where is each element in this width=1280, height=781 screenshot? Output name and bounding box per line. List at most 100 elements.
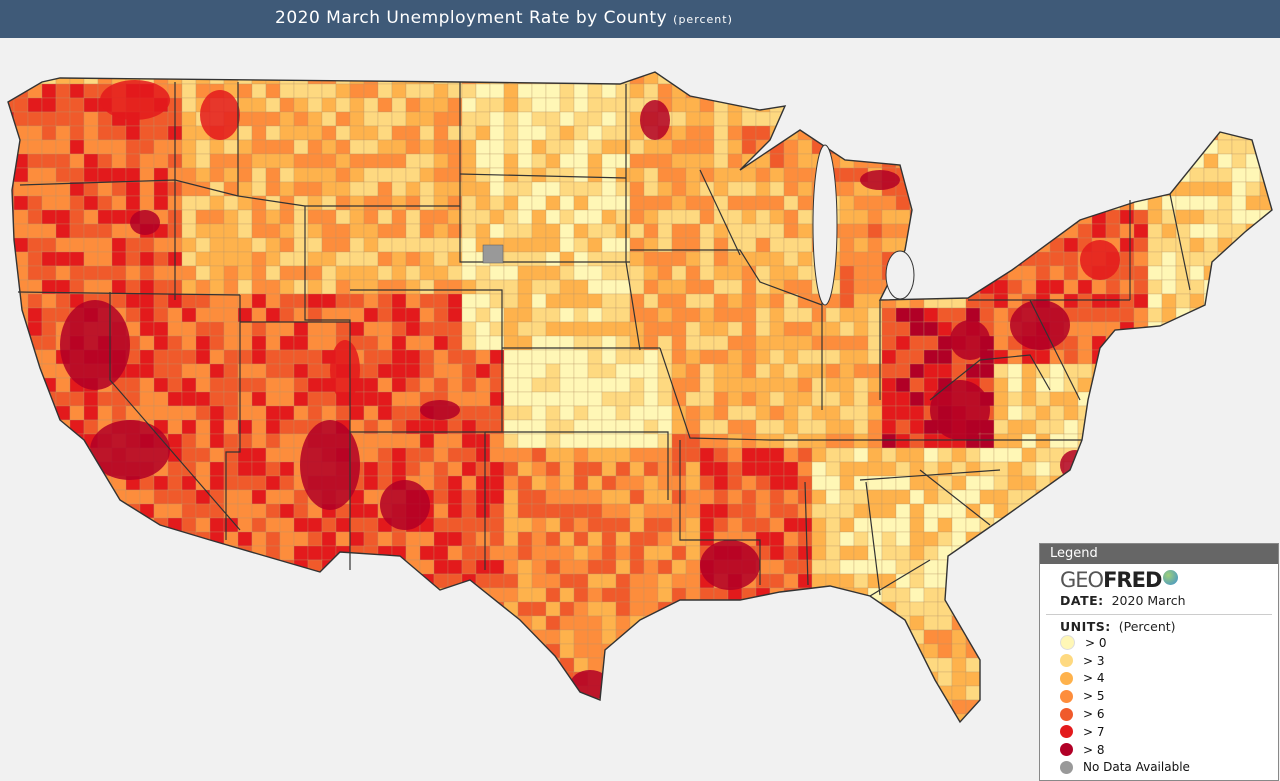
county-cell (587, 629, 603, 645)
legend-item[interactable]: > 3 (1060, 652, 1190, 670)
county-cell (391, 223, 407, 239)
county-cell (167, 643, 183, 659)
county-cell (475, 475, 491, 491)
county-cell (223, 433, 239, 449)
county-cell (377, 377, 393, 393)
county-cell (797, 629, 813, 645)
county-cell (853, 531, 869, 547)
county-cell (727, 699, 743, 715)
county-cell (1021, 587, 1037, 603)
legend-item[interactable]: > 0 (1060, 634, 1190, 652)
county-cell (321, 629, 337, 645)
county-cell (602, 728, 616, 742)
county-cell (755, 685, 771, 701)
county-cell (153, 629, 169, 645)
county-cell (531, 573, 547, 589)
county-cell (1021, 573, 1037, 589)
county-cell (307, 195, 323, 211)
county-cell (55, 125, 71, 141)
legend-item[interactable]: > 8 (1060, 741, 1190, 759)
county-cell (671, 181, 687, 197)
county-cell (657, 377, 673, 393)
county-cell (713, 209, 729, 225)
county-cell (965, 195, 981, 211)
county-cell (8, 461, 15, 477)
county-cell (265, 153, 281, 169)
county-cell (1133, 489, 1149, 505)
county-cell (503, 237, 519, 253)
legend-item[interactable]: > 6 (1060, 705, 1190, 723)
county-cell (13, 181, 29, 197)
county-cell (1274, 70, 1280, 84)
county-cell (181, 72, 197, 85)
county-cell (41, 307, 57, 323)
county-cell (335, 657, 351, 673)
county-cell (1175, 391, 1191, 407)
county-cell (755, 475, 771, 491)
county-cell (517, 447, 533, 463)
county-cell (853, 503, 869, 519)
county-cell (209, 517, 225, 533)
county-cell (209, 713, 225, 722)
county-cell (629, 587, 645, 603)
county-cell (1035, 349, 1051, 365)
county-cell (587, 97, 603, 113)
county-cell (979, 615, 995, 631)
legend-item[interactable]: No Data Available (1060, 759, 1190, 777)
county-cell (1147, 97, 1163, 113)
county-cell (377, 307, 393, 323)
county-cell (237, 223, 253, 239)
county-cell (993, 209, 1009, 225)
county-cell (167, 671, 183, 687)
county-cell (643, 293, 659, 309)
county-cell (181, 629, 197, 645)
county-cell (279, 433, 295, 449)
county-cell (993, 461, 1009, 477)
county-cell (489, 713, 505, 722)
county-cell (587, 349, 603, 365)
legend-item[interactable]: > 5 (1060, 687, 1190, 705)
county-cell (895, 713, 911, 722)
county-cell (1217, 377, 1233, 393)
county-cell (433, 223, 449, 239)
county-cell (881, 237, 897, 253)
county-cell (83, 685, 99, 701)
county-cell (1274, 490, 1280, 504)
county-cell (489, 111, 505, 127)
county-cell (433, 167, 449, 183)
county-cell (531, 377, 547, 393)
county-cell (881, 643, 897, 659)
county-cell (685, 321, 701, 337)
county-cell (475, 545, 491, 561)
county-cell (685, 629, 701, 645)
county-cell (853, 391, 869, 407)
us-county-choropleth-map[interactable] (0, 40, 1280, 781)
county-cell (713, 629, 729, 645)
county-cell (41, 433, 57, 449)
county-cell (1259, 377, 1272, 393)
county-cell (1133, 447, 1149, 463)
county-cell (209, 251, 225, 267)
county-cell (1161, 377, 1177, 393)
county-cell (923, 671, 939, 687)
county-cell (489, 209, 505, 225)
county-cell (335, 699, 351, 715)
county-cell (209, 643, 225, 659)
county-cell (349, 307, 365, 323)
swatch-icon (1060, 760, 1073, 774)
county-cell (209, 405, 225, 421)
legend-item[interactable]: > 7 (1060, 723, 1190, 741)
county-cell (839, 321, 855, 337)
legend-item[interactable]: > 4 (1060, 670, 1190, 688)
county-cell (965, 209, 981, 225)
county-cell (1231, 167, 1247, 183)
county-cell (573, 545, 589, 561)
county-cell (909, 615, 925, 631)
county-cell (951, 503, 967, 519)
no-data-county[interactable] (482, 244, 504, 264)
county-cell (433, 251, 449, 267)
county-cell (573, 307, 589, 323)
county-cell (951, 195, 967, 211)
county-cell (783, 293, 799, 309)
county-cell (1007, 699, 1023, 715)
